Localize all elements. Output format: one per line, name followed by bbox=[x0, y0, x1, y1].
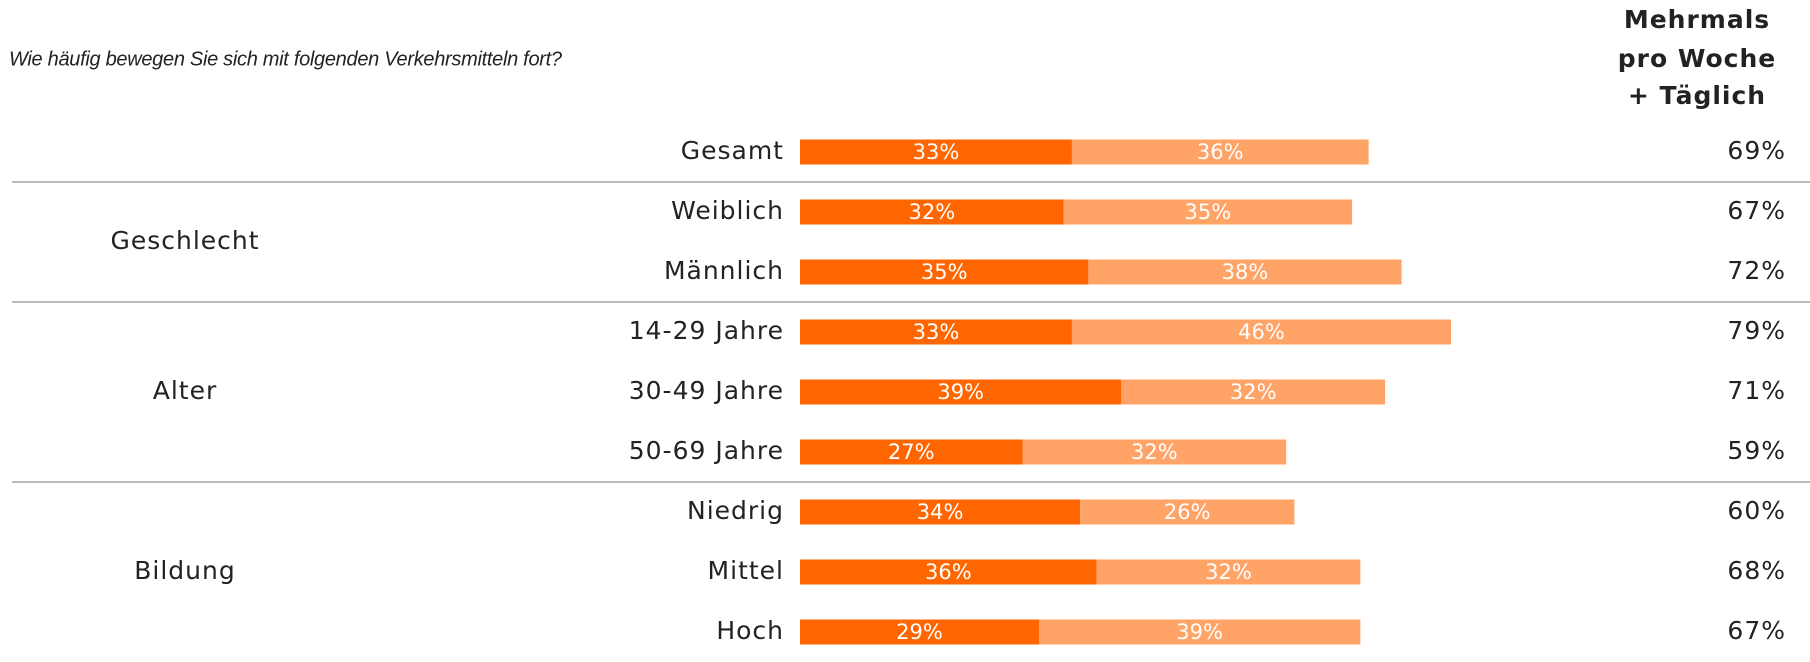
bar-segment bbox=[800, 439, 1023, 465]
total-label: 71% bbox=[1727, 376, 1786, 405]
bar-value-label: 38% bbox=[1222, 260, 1269, 284]
bar-segment bbox=[1096, 559, 1361, 585]
bar-segment bbox=[800, 379, 1122, 405]
bar-segment bbox=[1022, 439, 1287, 465]
bar-segment bbox=[1121, 379, 1386, 405]
bar-segment bbox=[800, 139, 1072, 165]
bar-value-label: 32% bbox=[908, 200, 955, 224]
bar-value-label: 33% bbox=[913, 320, 960, 344]
category-label: Gesamt bbox=[681, 136, 784, 165]
category-label: Hoch bbox=[716, 616, 784, 645]
bar-value-label: 39% bbox=[1176, 620, 1223, 644]
bar-segment bbox=[800, 319, 1072, 345]
bar-value-label: 26% bbox=[1164, 500, 1211, 524]
bar-value-label: 32% bbox=[1131, 440, 1178, 464]
total-label: 67% bbox=[1727, 196, 1786, 225]
bar-value-label: 36% bbox=[925, 560, 972, 584]
total-label: 69% bbox=[1727, 136, 1786, 165]
bar-value-label: 33% bbox=[913, 140, 960, 164]
total-label: 79% bbox=[1727, 316, 1786, 345]
total-header: pro Woche bbox=[1618, 44, 1777, 73]
chart-title: Wie häufig bewegen Sie sich mit folgende… bbox=[9, 48, 563, 70]
group-label: Alter bbox=[153, 376, 218, 405]
category-label: Weiblich bbox=[671, 196, 784, 225]
total-label: 68% bbox=[1727, 556, 1786, 585]
bar-segment bbox=[1071, 319, 1451, 345]
category-label: 14-29 Jahre bbox=[629, 316, 784, 345]
bar-segment bbox=[800, 199, 1064, 225]
bar-segment bbox=[1063, 199, 1353, 225]
bar-value-label: 34% bbox=[917, 500, 964, 524]
bar-segment bbox=[800, 499, 1081, 525]
category-label: 30-49 Jahre bbox=[629, 376, 784, 405]
bar-value-label: 29% bbox=[896, 620, 943, 644]
bar-segment bbox=[1071, 139, 1369, 165]
total-label: 60% bbox=[1727, 496, 1786, 525]
group-label: Bildung bbox=[134, 556, 235, 585]
bar-value-label: 36% bbox=[1197, 140, 1244, 164]
bar-value-label: 27% bbox=[888, 440, 935, 464]
bar-value-label: 46% bbox=[1238, 320, 1285, 344]
bar-segment bbox=[1088, 259, 1402, 285]
bar-value-label: 32% bbox=[1230, 380, 1277, 404]
bar-value-label: 35% bbox=[1185, 200, 1232, 224]
total-header: Mehrmals bbox=[1624, 5, 1770, 34]
total-label: 67% bbox=[1727, 616, 1786, 645]
bar-segment bbox=[800, 619, 1039, 645]
total-header: + Täglich bbox=[1628, 81, 1766, 110]
bar-segment bbox=[1080, 499, 1295, 525]
bar-segment bbox=[800, 559, 1097, 585]
category-label: 50-69 Jahre bbox=[629, 436, 784, 465]
total-label: 72% bbox=[1727, 256, 1786, 285]
category-label: Männlich bbox=[664, 256, 784, 285]
bar-value-label: 39% bbox=[937, 380, 984, 404]
category-label: Niedrig bbox=[687, 496, 784, 525]
total-label: 59% bbox=[1727, 436, 1786, 465]
bar-value-label: 35% bbox=[921, 260, 968, 284]
bar-value-label: 32% bbox=[1205, 560, 1252, 584]
bar-segment bbox=[800, 259, 1089, 285]
group-label: Geschlecht bbox=[110, 226, 259, 255]
bar-segment bbox=[1038, 619, 1361, 645]
category-label: Mittel bbox=[708, 556, 784, 585]
